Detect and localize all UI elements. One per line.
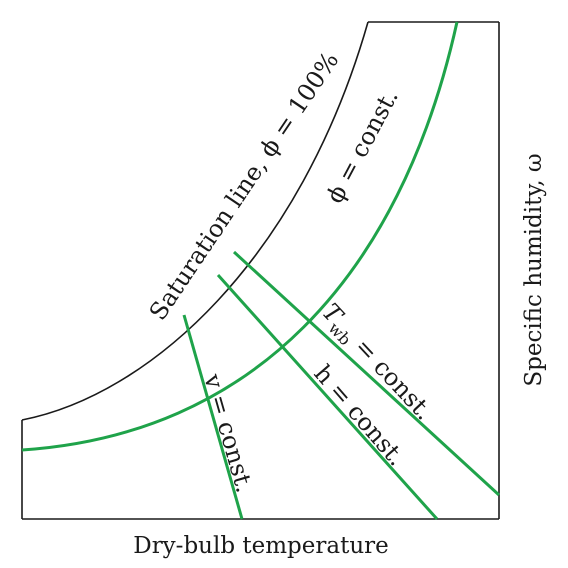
twb-const-line bbox=[232, 250, 501, 497]
phi-const-curve bbox=[21, 21, 459, 452]
saturation-line-label: Saturation line, ϕ = 100% bbox=[144, 47, 345, 326]
v-const-label: v = const. bbox=[198, 370, 259, 496]
y-axis-label: Specific humidity, ω bbox=[521, 153, 547, 386]
h-const-line bbox=[216, 273, 439, 521]
saturation-line bbox=[21, 21, 369, 421]
phi-const-label: ϕ = const. bbox=[321, 85, 404, 208]
x-axis-label: Dry-bulb temperature bbox=[133, 533, 389, 559]
v-const-line bbox=[182, 314, 244, 520]
